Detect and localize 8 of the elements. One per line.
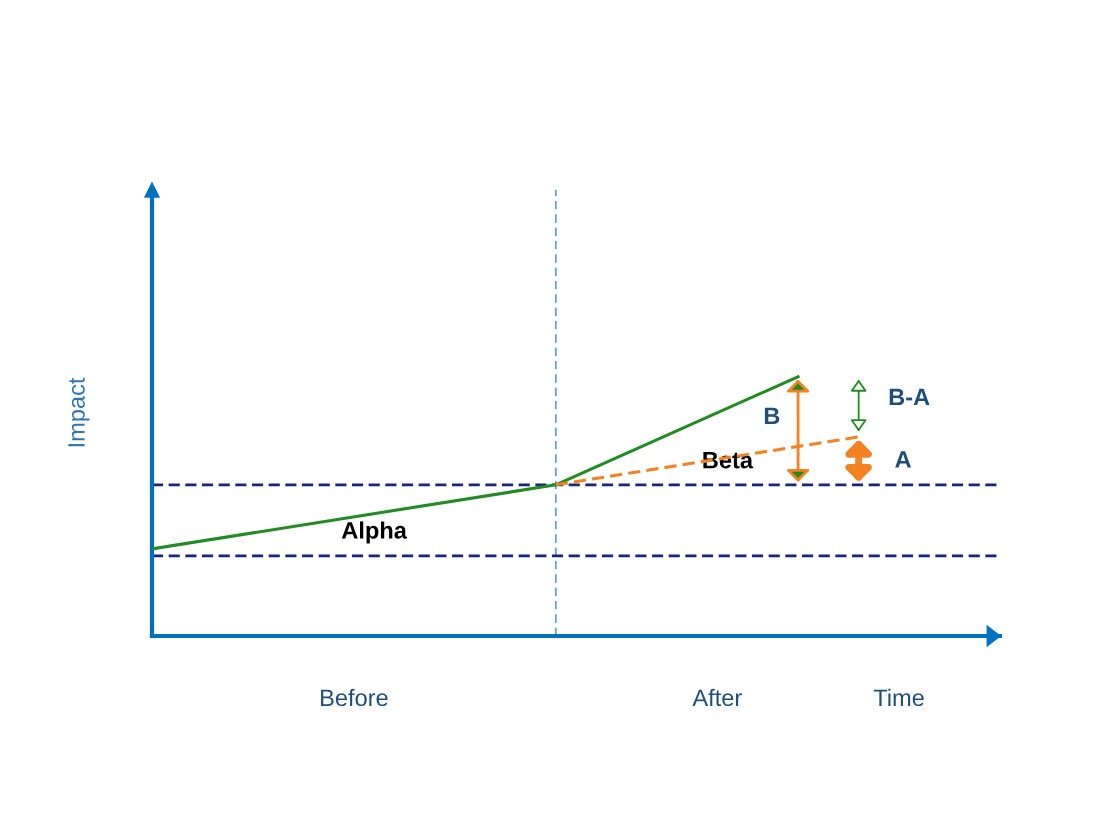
annotation: A [895, 451, 911, 468]
annotation: B [764, 407, 780, 424]
x-tick-label: After [692, 688, 742, 707]
x-tick-label: Before [321, 688, 388, 707]
x-tick-label: Time [873, 688, 924, 707]
y-axis-title: Impact [68, 377, 90, 447]
annotation: B-A [889, 388, 930, 406]
annotation: Alpha [341, 521, 408, 544]
